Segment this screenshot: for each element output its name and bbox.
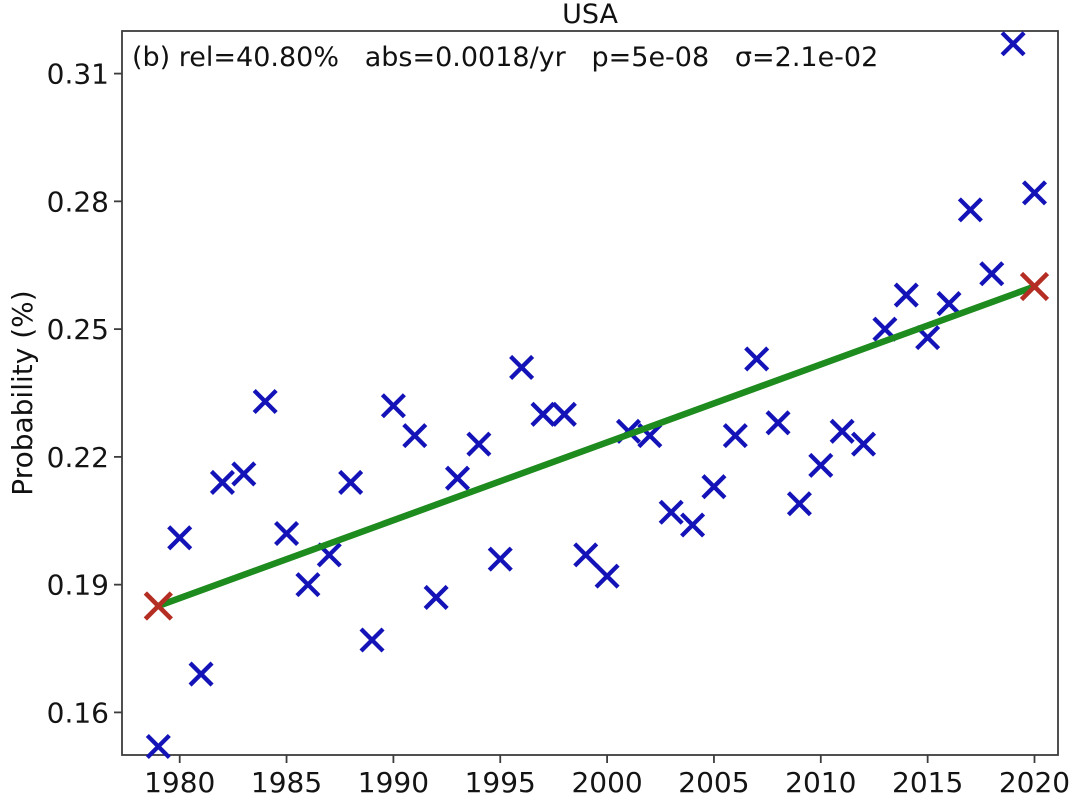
x-tick-label: 2010 (785, 766, 856, 799)
data-point-marker (893, 282, 919, 308)
data-point-marker (573, 542, 599, 568)
y-axis-label: Probability (%) (6, 290, 39, 496)
data-point-marker (423, 584, 449, 610)
y-tick-label: 0.16 (47, 696, 109, 729)
x-tick-label: 2000 (571, 766, 642, 799)
x-tick-label: 1985 (251, 766, 322, 799)
x-tick-label: 1990 (358, 766, 429, 799)
data-point-marker (295, 572, 321, 598)
data-point-marker (1021, 180, 1048, 206)
data-point-marker (701, 474, 727, 500)
data-point-marker (979, 261, 1005, 287)
data-point-marker (380, 393, 406, 419)
data-point-marker (359, 627, 385, 653)
data-point-marker (786, 491, 812, 517)
trend-endpoint-marker (143, 591, 173, 621)
data-point-marker (808, 452, 834, 478)
data-point-marker (252, 388, 278, 415)
data-point-marker (765, 410, 791, 436)
x-tick-label: 2015 (892, 766, 963, 799)
data-point-marker (829, 418, 855, 444)
data-point-marker (551, 401, 577, 427)
data-point-marker (274, 521, 300, 547)
y-tick-label: 0.19 (47, 569, 109, 602)
data-point-marker (338, 469, 364, 495)
y-tick-label: 0.25 (47, 313, 109, 346)
data-point-marker (231, 461, 257, 487)
data-point-marker (680, 512, 706, 538)
data-point-marker (402, 423, 428, 449)
y-tick-label: 0.28 (47, 185, 109, 218)
data-point-marker (936, 291, 962, 317)
data-point-marker (594, 563, 620, 589)
data-point-marker (722, 423, 748, 449)
data-point-marker (145, 733, 171, 760)
x-tick-label: 2020 (999, 766, 1070, 799)
data-point-marker (466, 431, 492, 457)
data-point-marker (487, 546, 513, 572)
x-tick-label: 1995 (465, 766, 536, 799)
data-point-marker (744, 346, 770, 372)
data-point-marker (209, 469, 235, 495)
y-tick-label: 0.31 (47, 58, 109, 91)
x-tick-label: 2005 (678, 766, 749, 799)
data-point-marker (851, 431, 877, 457)
chart-title: USA (562, 0, 618, 30)
data-point-marker (188, 661, 214, 687)
data-point-marker (167, 525, 193, 551)
x-tick-label: 1980 (144, 766, 215, 799)
stats-annotation: (b) rel=40.80% abs=0.0018/yr p=5e-08 σ=2… (132, 42, 879, 73)
trend-line (155, 283, 1038, 610)
data-point-marker (444, 465, 471, 491)
plot-frame (121, 30, 1059, 756)
data-point-marker (957, 197, 983, 223)
data-point-marker (509, 354, 535, 380)
trend-endpoint-marker (1019, 271, 1050, 302)
data-point-marker (658, 499, 684, 525)
y-tick-label: 0.22 (47, 441, 109, 474)
data-point-marker (1000, 31, 1026, 57)
data-point-marker (530, 401, 556, 427)
